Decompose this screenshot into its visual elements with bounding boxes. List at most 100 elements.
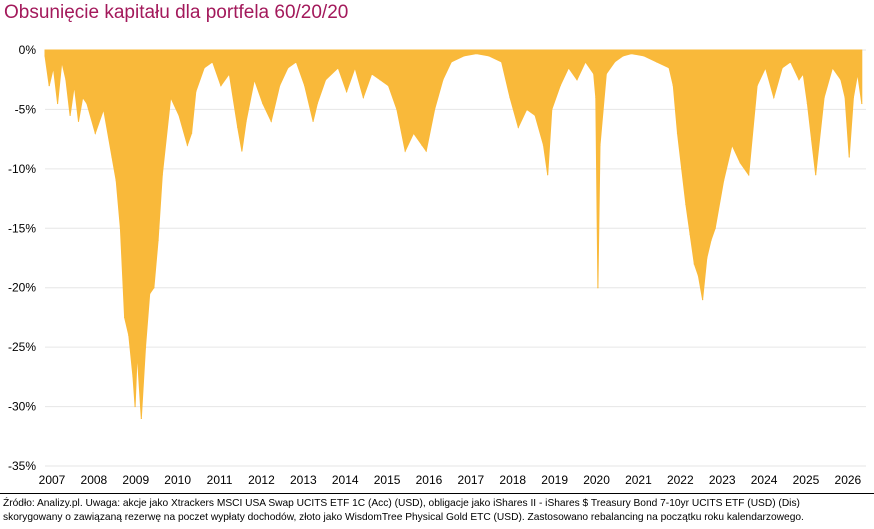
data-point xyxy=(584,61,586,63)
data-point xyxy=(840,79,842,81)
y-tick-label: -5% xyxy=(15,102,37,116)
data-point xyxy=(697,275,700,277)
x-tick-label: 2011 xyxy=(207,473,233,487)
data-point xyxy=(844,96,846,99)
data-point xyxy=(94,132,96,134)
data-point xyxy=(186,144,189,146)
data-point xyxy=(86,102,88,105)
data-point xyxy=(128,334,130,336)
x-tick-label: 2020 xyxy=(583,473,610,487)
x-tick-label: 2008 xyxy=(81,473,108,487)
data-point xyxy=(134,405,136,408)
data-point xyxy=(421,144,423,146)
data-point xyxy=(685,203,687,206)
y-axis: 0% -5% -10% -15% -20% -25% -30% -35% xyxy=(8,43,36,473)
data-point xyxy=(593,73,595,75)
data-point xyxy=(61,61,63,63)
data-point xyxy=(413,132,415,134)
area-layer xyxy=(44,49,863,420)
data-point xyxy=(731,144,733,146)
data-point xyxy=(576,79,578,81)
drawdown-area xyxy=(44,49,863,419)
data-point xyxy=(48,85,50,87)
data-point xyxy=(65,79,67,81)
x-tick-label: 2025 xyxy=(793,473,820,487)
y-tick-label: -30% xyxy=(8,400,36,414)
x-tick-label: 2026 xyxy=(835,473,862,487)
x-tick-label: 2010 xyxy=(164,473,191,487)
data-point xyxy=(509,96,511,99)
data-point xyxy=(790,61,792,63)
data-point xyxy=(655,61,658,63)
data-point xyxy=(475,52,478,55)
data-point xyxy=(73,85,75,87)
data-point xyxy=(69,114,71,116)
data-point xyxy=(806,102,808,105)
data-point xyxy=(630,52,633,55)
data-point xyxy=(643,55,645,57)
data-point xyxy=(157,239,159,241)
data-point xyxy=(103,108,105,111)
data-point xyxy=(396,108,398,111)
x-tick-label: 2024 xyxy=(751,473,778,487)
data-point xyxy=(605,73,607,75)
x-tick-label: 2009 xyxy=(122,473,149,487)
data-point xyxy=(354,67,356,69)
data-point xyxy=(722,180,725,182)
data-point xyxy=(241,150,243,152)
data-point xyxy=(132,376,134,378)
data-point xyxy=(111,156,113,158)
data-point xyxy=(337,67,339,69)
data-point xyxy=(115,180,117,182)
data-point xyxy=(220,85,222,87)
x-tick-label: 2021 xyxy=(625,473,652,487)
x-tick-label: 2023 xyxy=(709,473,736,487)
data-point xyxy=(676,132,679,134)
data-point xyxy=(77,120,80,122)
data-point xyxy=(597,287,599,289)
data-point xyxy=(488,55,490,57)
data-point xyxy=(433,108,436,111)
x-axis: 2007 2008 2009 2010 2011 2012 2013 2014 2015 2016… xyxy=(39,473,862,487)
x-tick-label: 2016 xyxy=(416,473,443,487)
data-point xyxy=(203,67,205,69)
data-point xyxy=(668,67,670,69)
data-point xyxy=(710,239,712,241)
data-point xyxy=(702,299,704,301)
x-tick-label: 2019 xyxy=(541,473,568,487)
data-point xyxy=(450,61,452,63)
data-point xyxy=(312,120,314,122)
data-point xyxy=(823,96,825,99)
data-point xyxy=(773,96,775,99)
data-point xyxy=(781,67,783,69)
data-point xyxy=(739,162,741,164)
data-point xyxy=(136,352,138,354)
data-point xyxy=(852,96,855,99)
data-point xyxy=(442,79,444,81)
data-point xyxy=(706,257,708,259)
data-point xyxy=(595,96,597,99)
data-point xyxy=(153,287,155,289)
data-point xyxy=(161,174,163,176)
data-point xyxy=(567,67,570,69)
data-point xyxy=(798,79,800,81)
data-point xyxy=(756,85,758,87)
source-note-line-2: skorygowany o zawiązaną rezerwę na pocze… xyxy=(3,512,804,523)
data-point xyxy=(542,144,545,146)
x-tick-label: 2007 xyxy=(39,473,66,487)
x-tick-label: 2017 xyxy=(458,473,485,487)
data-point xyxy=(253,79,256,81)
data-point xyxy=(211,61,214,63)
y-tick-label: -10% xyxy=(8,162,36,176)
data-point xyxy=(848,156,850,158)
data-point xyxy=(379,79,381,81)
source-note-line-1: Źródło: Analizy.pl. Uwaga: akcje jako Xt… xyxy=(3,498,800,509)
data-point xyxy=(689,233,691,235)
y-tick-label: -20% xyxy=(8,281,36,295)
data-point xyxy=(237,126,239,128)
y-tick-label: -25% xyxy=(8,340,36,354)
data-point xyxy=(857,73,859,75)
data-point xyxy=(270,120,272,122)
data-point xyxy=(140,417,142,420)
data-point xyxy=(463,55,465,57)
